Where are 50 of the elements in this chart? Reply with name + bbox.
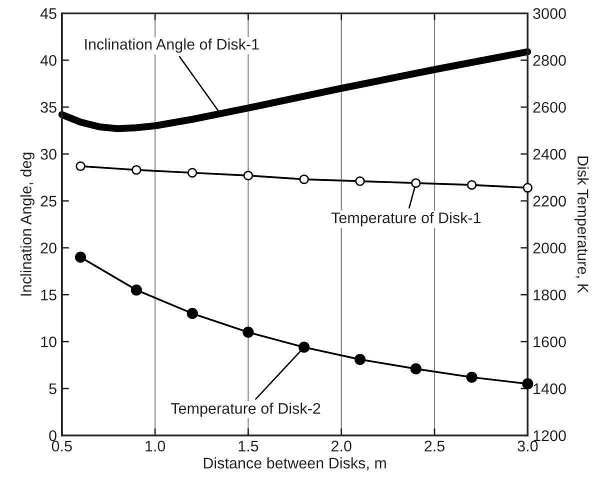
- y2-tick-label: 2800: [533, 55, 566, 66]
- y2-tick-label: 1200: [534, 430, 566, 442]
- y-tick-label: 40: [40, 55, 56, 66]
- point: [466, 180, 477, 190]
- y2-tick-label: 1400: [534, 383, 566, 394]
- y2-tick-label: 1800: [534, 290, 566, 300]
- x-axis-title: Distance between Disks, m: [204, 457, 386, 470]
- x-tick-label: 0.5: [52, 440, 72, 452]
- point: [522, 378, 534, 390]
- point: [74, 252, 86, 263]
- y-tick-label: 5: [49, 384, 56, 394]
- point: [298, 342, 310, 353]
- annotation: Temperature of Disk-1: [331, 212, 481, 226]
- annotation: Temperature of Disk-2: [170, 402, 320, 417]
- point: [187, 168, 198, 178]
- y-tick-label: 0: [49, 430, 56, 442]
- x-tick-label: 1.5: [238, 440, 258, 452]
- point: [522, 182, 533, 193]
- y-tick-label: 35: [40, 102, 56, 113]
- x-tick-label: 2.5: [424, 440, 444, 452]
- point: [132, 165, 142, 175]
- y-tick-label: 45: [40, 8, 56, 19]
- y2-tick-label: 2600: [533, 102, 566, 113]
- annotation: Inclination Angle of Disk-1: [85, 38, 259, 53]
- x-tick-label: 2.0: [332, 440, 352, 452]
- y2-tick-label: 3000: [533, 8, 566, 19]
- y-tick-label: 20: [40, 242, 56, 254]
- y2-tick-label: 2400: [533, 148, 566, 160]
- y-tick-label: 10: [41, 336, 56, 348]
- y2-axis-title: Disk Temperature, K: [574, 156, 589, 294]
- y2-tick-label: 2000: [533, 242, 566, 254]
- point: [410, 363, 422, 374]
- y2-tick-label: 1600: [534, 336, 566, 348]
- point: [243, 170, 254, 180]
- y-tick-label: 15: [41, 290, 56, 300]
- point: [354, 354, 366, 365]
- y-axis-title: Inclination Angle, deg: [20, 152, 34, 296]
- point: [466, 372, 478, 383]
- point: [299, 174, 309, 184]
- point: [242, 326, 254, 338]
- point: [130, 284, 142, 296]
- point: [76, 161, 86, 172]
- point: [355, 176, 365, 186]
- x-tick-label: 3.0: [518, 440, 538, 452]
- y-tick-label: 30: [40, 148, 56, 160]
- y-tick-label: 25: [40, 196, 56, 207]
- y2-tick-label: 2200: [533, 196, 566, 207]
- point: [186, 308, 198, 320]
- x-tick-label: 1.0: [146, 440, 166, 452]
- point: [411, 178, 421, 188]
